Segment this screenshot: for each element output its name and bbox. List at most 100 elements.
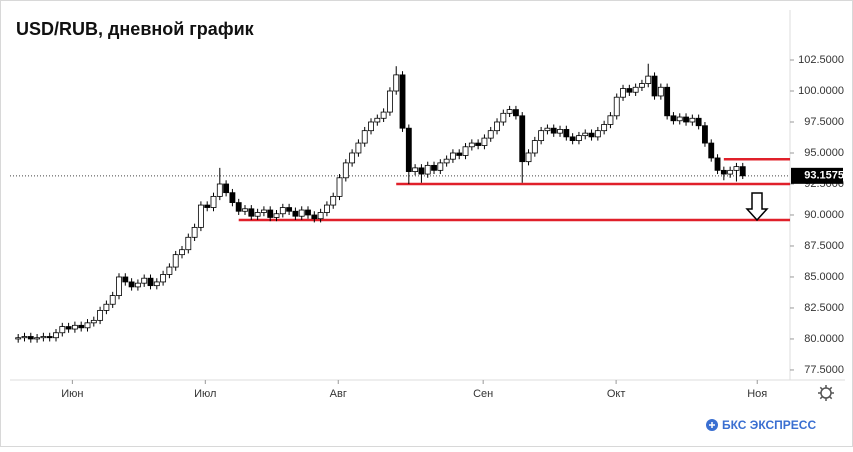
candle-body	[588, 132, 595, 138]
candle-body	[27, 336, 34, 340]
candle-body	[676, 116, 683, 122]
y-tick-label: 87.5000	[804, 240, 844, 252]
candle-body	[298, 209, 305, 217]
brand-logo: БКС ЭКСПРЕСС	[706, 418, 816, 432]
candle-body	[739, 166, 746, 177]
candle-body	[323, 204, 330, 213]
candle-body	[500, 112, 507, 123]
candle-body	[626, 88, 633, 93]
candle-body	[386, 90, 393, 113]
candle-body	[336, 177, 343, 197]
settings-icon[interactable]	[818, 385, 834, 401]
candle-body	[563, 129, 570, 138]
candle-body	[191, 226, 198, 238]
down-arrow	[745, 192, 769, 222]
candle-body	[405, 127, 412, 172]
candle-body	[65, 326, 72, 330]
candle-body	[223, 183, 230, 194]
y-tick-label: 80.0000	[804, 333, 844, 345]
candle-body	[210, 195, 217, 208]
candle-body	[134, 282, 141, 288]
candle-body	[242, 208, 248, 212]
candle-body	[122, 276, 129, 283]
candle-body	[97, 310, 104, 321]
candle-body	[153, 281, 160, 287]
candle-body	[714, 157, 721, 171]
candle-body	[90, 319, 97, 324]
x-tick-label: Окт	[607, 388, 626, 400]
candle-body	[538, 130, 545, 141]
candle-body	[418, 167, 425, 175]
candle-body	[116, 276, 122, 296]
candle-body	[632, 86, 639, 93]
candle-body	[103, 303, 110, 311]
candle-body	[267, 209, 274, 218]
last-price-box	[791, 167, 843, 184]
candle-body	[456, 152, 463, 156]
chart-title: USD/RUB, дневной график	[16, 19, 255, 39]
candle-body	[702, 125, 708, 144]
candle-body	[525, 152, 532, 163]
candle-body	[393, 74, 400, 92]
candle-body	[733, 166, 740, 171]
candle-body	[317, 212, 324, 220]
candle-body	[544, 127, 551, 132]
candle-body	[531, 140, 538, 154]
y-tick-label: 95.0000	[804, 147, 844, 159]
candle-body	[71, 324, 78, 330]
candle-body	[443, 158, 450, 164]
candle-body	[462, 146, 469, 156]
candle-body	[349, 152, 356, 164]
candle-body	[361, 130, 368, 144]
candle-body	[78, 324, 85, 329]
candle-body	[437, 162, 444, 171]
y-tick-label: 90.0000	[804, 209, 844, 221]
candle-body	[229, 192, 236, 203]
candle-body	[670, 115, 677, 122]
candle-body	[506, 109, 513, 114]
y-tick-label: 102.5000	[798, 54, 844, 66]
candle-body	[21, 336, 28, 339]
candle-body	[399, 74, 406, 129]
candle-body	[179, 249, 185, 256]
candle-body	[235, 202, 242, 212]
y-tick-label: 100.0000	[798, 85, 844, 97]
candle-body	[519, 115, 526, 163]
candle-body	[689, 117, 696, 123]
candle-body	[355, 142, 362, 154]
candle-body	[273, 213, 280, 218]
y-tick-label: 82.5000	[804, 302, 844, 314]
candle-body	[46, 336, 53, 339]
candle-body	[160, 274, 167, 283]
candle-body	[260, 209, 267, 213]
candle-body	[254, 212, 261, 217]
candle-body	[651, 75, 658, 97]
candle-body	[550, 127, 557, 134]
candle-body	[576, 135, 582, 141]
candle-body	[412, 167, 419, 172]
candle-body	[185, 236, 192, 251]
candle-body	[141, 277, 148, 284]
candle-body	[695, 117, 702, 127]
candle-body	[34, 337, 41, 340]
x-tick-label: Июн	[61, 388, 83, 400]
candle-body	[330, 195, 337, 206]
candle-body	[582, 132, 589, 137]
candle-body	[727, 169, 734, 175]
candle-body	[475, 142, 482, 146]
x-tick-label: Сен	[473, 388, 493, 400]
candle-body	[494, 121, 500, 132]
plot: 77.5000 80.0000 82.5000 85.0000 87.5000 90.00…	[10, 54, 844, 400]
candle-body	[342, 162, 349, 179]
candle-body	[683, 116, 689, 123]
candle-body	[128, 281, 135, 288]
candle-body	[248, 208, 255, 217]
candle-body	[720, 169, 727, 175]
candle-body	[59, 326, 66, 334]
y-tick-label: 85.0000	[804, 271, 844, 283]
last-price-label: 93.1575	[804, 170, 844, 182]
candle-body	[40, 336, 47, 339]
candle-body	[84, 322, 91, 329]
